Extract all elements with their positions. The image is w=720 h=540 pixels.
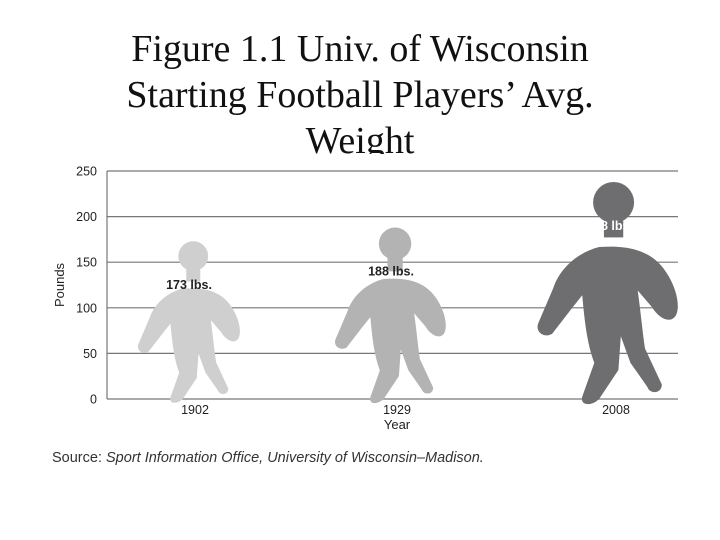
source-label: Source: — [52, 450, 102, 466]
x-tick-labels: 1902 1929 2008 — [181, 403, 630, 417]
y-tick-label: 0 — [90, 393, 97, 407]
x-axis-label: Year — [384, 417, 411, 432]
player-neck — [186, 267, 201, 282]
player-bar — [335, 227, 446, 404]
y-tick-label: 50 — [83, 347, 97, 361]
player-body — [335, 278, 446, 404]
player-helmet — [593, 181, 635, 223]
player-bar — [137, 241, 240, 403]
slide-title: Figure 1.1 Univ. of Wisconsin Starting F… — [0, 26, 720, 154]
title-line-3: Weight — [305, 120, 415, 154]
x-tick-label: 1929 — [383, 403, 411, 417]
data-label: 173 lbs. — [166, 278, 212, 292]
y-tick-label: 250 — [76, 165, 97, 179]
x-tick-label: 1902 — [181, 403, 209, 417]
y-axis-label: Pounds — [52, 262, 67, 307]
player-body — [137, 288, 240, 403]
player-bar — [537, 181, 678, 405]
data-label: 238 lbs. — [587, 219, 633, 233]
source-note: Source: Sport Information Office, Univer… — [52, 450, 484, 466]
player-helmet — [178, 241, 209, 272]
player-figures: 173 lbs. 188 lbs. 238 lbs. — [137, 181, 678, 405]
title-line-2: Starting Football Players’ Avg. — [126, 74, 594, 116]
player-helmet — [378, 227, 412, 260]
title-line-1: Figure 1.1 Univ. of Wisconsin — [131, 28, 589, 70]
y-tick-labels: 0 50 100 150 200 250 — [76, 165, 97, 407]
source-text: Sport Information Office, University of … — [106, 450, 484, 466]
y-tick-label: 100 — [76, 301, 97, 315]
data-label: 188 lbs. — [368, 265, 414, 279]
player-neck — [387, 256, 403, 272]
player-body — [537, 246, 678, 405]
x-tick-label: 2008 — [602, 403, 630, 417]
y-tick-label: 200 — [76, 210, 97, 224]
player-neck — [603, 218, 624, 238]
y-tick-label: 150 — [76, 256, 97, 270]
